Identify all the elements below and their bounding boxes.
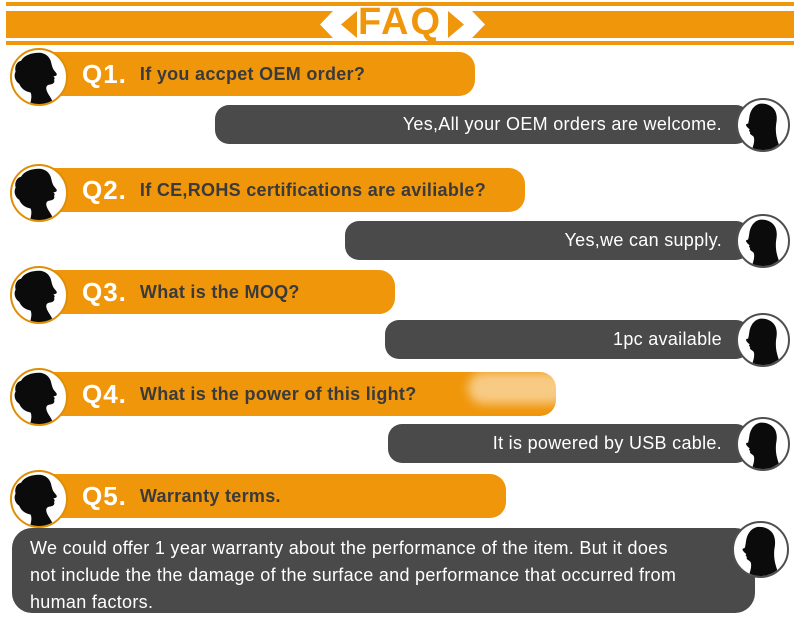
woman-head-icon — [12, 370, 66, 424]
question-text-2: If CE,ROHS certifications are aviliable? — [139, 179, 487, 200]
answer-text-3: 1pc available — [613, 329, 722, 349]
answerer-avatar-2 — [736, 214, 790, 268]
woman-head-icon — [12, 472, 66, 526]
questioner-avatar-5 — [10, 470, 68, 528]
question-bubble-4: Q4. What is the power of this light? — [30, 372, 556, 416]
chevron-right-icon — [448, 11, 464, 38]
question-text-1: If you accpet OEM order? — [139, 63, 366, 84]
answerer-avatar-1 — [736, 98, 790, 152]
question-text-5: Warranty terms. — [139, 485, 281, 506]
answerer-avatar-3 — [736, 313, 790, 367]
man-head-icon — [738, 315, 788, 365]
question-number-2: Q2. — [82, 174, 127, 205]
answer-text-5: We could offer 1 year warranty about the… — [30, 538, 677, 612]
question-number-1: Q1. — [82, 58, 127, 89]
question-bubble-1: Q1. If you accpet OEM order? — [30, 52, 475, 96]
answer-bubble-5: We could offer 1 year warranty about the… — [12, 528, 755, 613]
man-head-icon — [734, 523, 787, 576]
answerer-avatar-5 — [732, 521, 789, 578]
man-head-icon — [738, 419, 788, 469]
answerer-avatar-4 — [736, 417, 790, 471]
questioner-avatar-3 — [10, 266, 68, 324]
questioner-avatar-4 — [10, 368, 68, 426]
question-bubble-3: Q3. What is the MOQ? — [30, 270, 395, 314]
question-bubble-2: Q2. If CE,ROHS certifications are avilia… — [30, 168, 525, 212]
woman-head-icon — [12, 50, 66, 104]
man-head-icon — [738, 100, 788, 150]
answer-bubble-4: It is powered by USB cable. — [388, 424, 750, 463]
question-bubble-5: Q5. Warranty terms. — [30, 474, 506, 518]
woman-head-icon — [12, 268, 66, 322]
question-number-3: Q3. — [82, 276, 127, 307]
answer-text-4: It is powered by USB cable. — [492, 433, 722, 453]
woman-head-icon — [12, 166, 66, 220]
questioner-avatar-2 — [10, 164, 68, 222]
question-text-4: What is the power of this light? — [139, 383, 417, 404]
man-head-icon — [738, 216, 788, 266]
question-number-5: Q5. — [82, 480, 127, 511]
question-number-4: Q4. — [82, 378, 127, 409]
chevron-left-icon — [341, 11, 357, 38]
page-title: FAQ — [357, 1, 443, 43]
answer-bubble-1: Yes,All your OEM orders are welcome. — [215, 105, 750, 144]
header-ribbon-right — [472, 11, 794, 38]
header-rule-bottom — [6, 41, 794, 45]
answer-text-2: Yes,we can supply. — [564, 230, 722, 250]
answer-bubble-2: Yes,we can supply. — [345, 221, 750, 260]
answer-text-1: Yes,All your OEM orders are welcome. — [402, 114, 722, 134]
answer-bubble-3: 1pc available — [385, 320, 750, 359]
question-text-3: What is the MOQ? — [139, 281, 300, 302]
questioner-avatar-1 — [10, 48, 68, 106]
header-ribbon-left — [6, 11, 333, 38]
header-rule-top — [6, 2, 794, 6]
